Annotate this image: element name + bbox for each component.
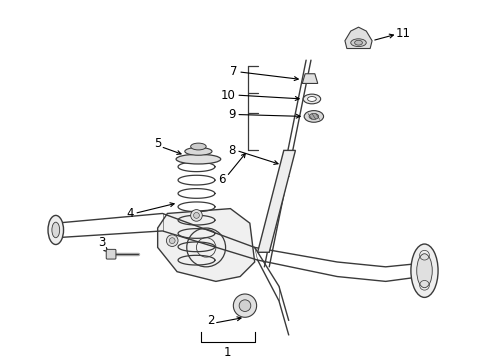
Text: 3: 3: [98, 236, 105, 249]
Ellipse shape: [52, 222, 60, 238]
Circle shape: [190, 210, 202, 221]
Ellipse shape: [410, 244, 437, 297]
Ellipse shape: [190, 143, 206, 150]
Ellipse shape: [48, 215, 63, 244]
FancyBboxPatch shape: [106, 249, 116, 259]
Text: 9: 9: [227, 108, 235, 121]
Ellipse shape: [308, 113, 318, 120]
Circle shape: [193, 212, 199, 218]
Text: 5: 5: [154, 137, 161, 150]
Polygon shape: [257, 150, 295, 252]
Text: 11: 11: [395, 27, 409, 40]
Text: 1: 1: [224, 346, 231, 359]
Circle shape: [239, 300, 250, 311]
Ellipse shape: [307, 96, 316, 102]
Text: 10: 10: [220, 89, 235, 102]
Text: 4: 4: [125, 207, 133, 220]
Polygon shape: [157, 208, 254, 282]
Ellipse shape: [303, 94, 320, 104]
Ellipse shape: [350, 39, 366, 46]
Text: 2: 2: [207, 314, 214, 327]
Text: 6: 6: [218, 173, 225, 186]
Polygon shape: [344, 27, 371, 49]
Ellipse shape: [416, 254, 431, 288]
Circle shape: [169, 238, 175, 244]
Ellipse shape: [304, 111, 323, 122]
Ellipse shape: [184, 148, 212, 155]
Ellipse shape: [354, 40, 362, 45]
Ellipse shape: [176, 154, 220, 164]
Circle shape: [233, 294, 256, 317]
Polygon shape: [302, 74, 317, 84]
Text: 8: 8: [227, 144, 235, 157]
Circle shape: [166, 235, 178, 247]
Text: 7: 7: [229, 65, 237, 78]
